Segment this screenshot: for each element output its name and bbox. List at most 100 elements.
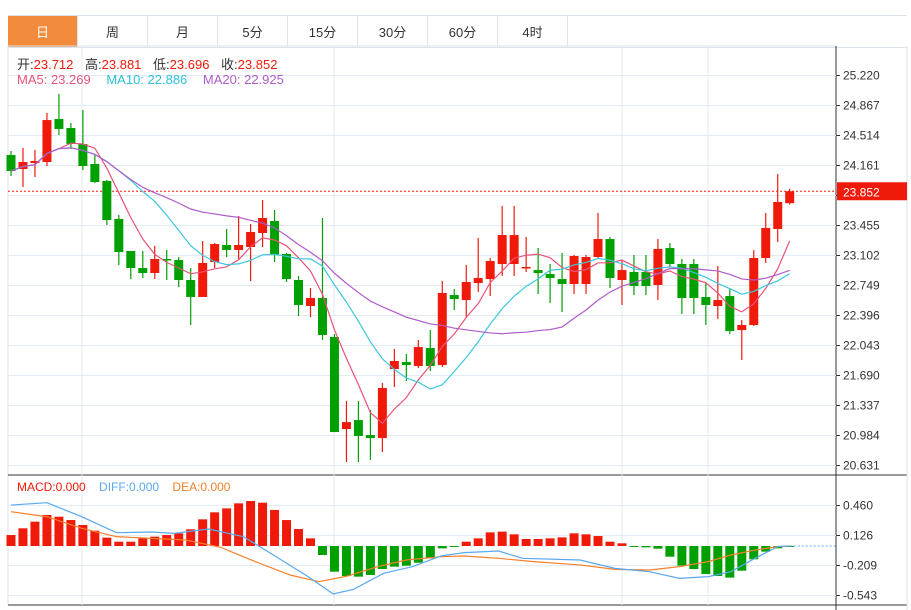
tab-7[interactable]: 4时 (498, 16, 568, 47)
candle-down (701, 283, 711, 326)
candle-down (449, 288, 459, 310)
macd-bar-negative (701, 546, 711, 575)
candle-body (234, 244, 244, 250)
macd-value: MACD:0.000 (17, 480, 86, 494)
ma10-line (10, 147, 791, 390)
macd-bar-positive (258, 502, 268, 546)
candle-body (413, 347, 423, 366)
close-value: 23.852 (237, 57, 278, 72)
tab-5[interactable]: 30分 (358, 16, 428, 47)
price-tick-label: 23.455 (843, 219, 880, 233)
macd-tick-label: -0.543 (843, 589, 877, 603)
price-tick-label: 20.984 (843, 429, 880, 443)
candle-body (521, 266, 531, 269)
macd-bar-negative (437, 546, 447, 549)
candle-body (389, 360, 399, 370)
candle-body (557, 279, 567, 284)
macd-bar-positive (569, 533, 579, 546)
price-tick-label: 24.514 (843, 129, 880, 143)
candle-body (126, 251, 136, 269)
chart-frame (7, 45, 837, 606)
candle-up (749, 249, 759, 327)
candle-body (533, 270, 543, 274)
candle-body (102, 180, 112, 220)
current-price-label: 23.852 (843, 185, 880, 199)
macd-bar-positive (222, 508, 232, 546)
candle-body (761, 227, 771, 258)
candle-up (377, 382, 387, 452)
period-tabs: 日周月 5分 15分 30分 60分 4时 (8, 15, 907, 48)
macd-bar-positive (617, 543, 627, 546)
tab-4[interactable]: 15分 (288, 16, 358, 47)
candle-down (533, 248, 543, 295)
tab-1[interactable]: 周 (78, 16, 148, 47)
candle-body (222, 244, 232, 250)
candle-body (677, 264, 687, 299)
dea-line (10, 511, 790, 583)
candle-body (162, 258, 172, 261)
macd-bar-positive (581, 534, 591, 546)
macd-bar-positive (90, 530, 100, 546)
candle-body (54, 119, 64, 129)
candle-body (150, 258, 160, 274)
candle-down (725, 287, 735, 335)
macd-bar-positive (66, 520, 76, 546)
macd-bar-positive (533, 538, 543, 546)
candle-down (6, 150, 16, 177)
candle-down (353, 401, 363, 463)
macd-bar-positive (54, 516, 64, 546)
candle-body (353, 420, 363, 437)
macd-bar-positive (78, 524, 88, 546)
high-value: 23.881 (101, 57, 142, 72)
tab-3[interactable]: 5分 (218, 16, 288, 47)
candle-up (485, 257, 495, 297)
macd-bar-negative (353, 546, 363, 577)
candle-up (150, 245, 160, 280)
macd-bar-positive (162, 535, 172, 546)
macd-bar-negative (425, 546, 435, 559)
candle-body (617, 270, 627, 280)
candle-body (725, 296, 735, 332)
candle-body (365, 435, 375, 439)
macd-bar-positive (126, 541, 136, 546)
tab-0[interactable]: 日 (8, 16, 78, 47)
candle-body (509, 235, 519, 265)
macd-tick-label: -0.209 (843, 559, 877, 573)
candle-down (689, 258, 699, 314)
candle-up (773, 174, 783, 242)
tab-2[interactable]: 月 (148, 16, 218, 47)
candle-up (389, 348, 399, 387)
candle-down (186, 268, 196, 326)
tab-6[interactable]: 60分 (428, 16, 498, 47)
price-tick-label: 20.631 (843, 459, 880, 473)
candle-down (365, 410, 375, 460)
candle-up (509, 206, 519, 276)
ohlc-info: 开:23.712 高:23.881 低:23.696 收:23.852 (17, 54, 285, 73)
macd-bar-positive (509, 534, 519, 546)
macd-bar-negative (413, 546, 423, 563)
candle-body (341, 422, 351, 430)
close-label: 收: (221, 57, 238, 72)
candle-up (210, 243, 220, 269)
candle-down (270, 210, 280, 262)
candle-up (761, 213, 771, 263)
macd-bar-positive (234, 503, 244, 546)
candle-body (174, 260, 184, 280)
macd-bar-negative (749, 546, 759, 560)
macd-bar-negative (725, 546, 735, 578)
macd-bar-negative (665, 546, 675, 557)
current-price-badge (837, 182, 907, 201)
candle-body (138, 268, 148, 274)
price-tick-label: 21.690 (843, 369, 880, 383)
candle-body (66, 128, 76, 145)
candle-body (773, 201, 783, 229)
macd-bar-negative (389, 546, 399, 567)
macd-bar-negative (713, 546, 723, 576)
candle-down (557, 252, 567, 313)
price-tick-label: 24.867 (843, 99, 880, 113)
macd-tick-label: 0.126 (843, 529, 873, 543)
diff-value: DIFF:0.000 (99, 480, 160, 494)
candle-body (306, 298, 315, 306)
candle-down (90, 154, 100, 184)
